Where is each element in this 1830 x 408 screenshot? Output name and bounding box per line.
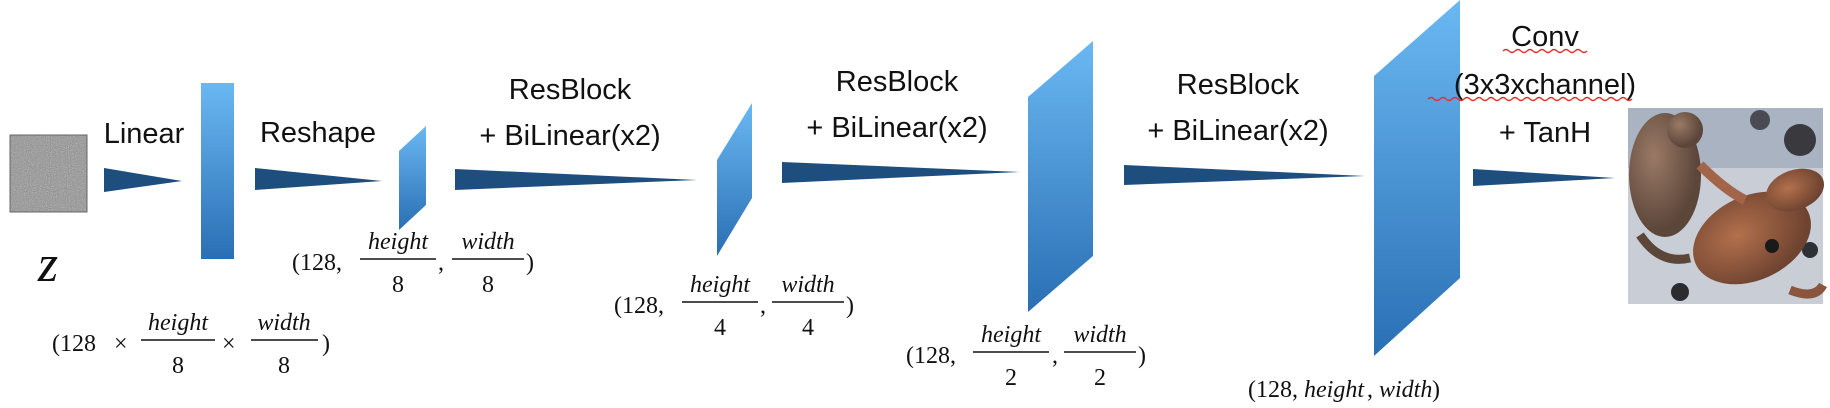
svg-text:8: 8 bbox=[482, 272, 494, 298]
svg-text:width: width bbox=[1073, 322, 1126, 348]
svg-text:): ) bbox=[1432, 377, 1440, 403]
svg-text:width: width bbox=[257, 310, 310, 336]
shape-label-4: (128, height 4 , width 4 ) bbox=[614, 272, 854, 341]
svg-text:×: × bbox=[114, 331, 128, 357]
op-label-resblock-1-line1: ResBlock bbox=[509, 74, 632, 106]
svg-text:8: 8 bbox=[278, 353, 290, 379]
op-label-reshape: Reshape bbox=[260, 117, 376, 149]
svg-text:2: 2 bbox=[1005, 365, 1017, 391]
op-label-conv-line3: + TanH bbox=[1499, 117, 1591, 149]
arrow-resblock-1 bbox=[455, 169, 697, 190]
shape-label-2: (128, height 2 , width 2 ) bbox=[906, 322, 1146, 391]
svg-text:height: height bbox=[1304, 377, 1365, 403]
svg-text:height: height bbox=[981, 322, 1042, 348]
arrow-conv bbox=[1473, 169, 1615, 186]
svg-text:height: height bbox=[690, 272, 751, 298]
svg-text:): ) bbox=[526, 250, 534, 276]
feature-map-4 bbox=[717, 103, 752, 256]
linear-feature-block bbox=[201, 83, 234, 259]
shape-label-full: (128, height , width ) bbox=[1248, 377, 1440, 403]
arrow-resblock-2 bbox=[782, 162, 1020, 183]
latent-z-label: z bbox=[37, 236, 58, 293]
svg-text:×: × bbox=[222, 331, 236, 357]
feature-map-8 bbox=[399, 126, 426, 230]
svg-text:): ) bbox=[1138, 343, 1146, 369]
svg-text:height: height bbox=[148, 310, 209, 336]
feature-map-2 bbox=[1028, 41, 1093, 312]
svg-text:2: 2 bbox=[1094, 365, 1106, 391]
arrow-reshape bbox=[255, 168, 382, 190]
noise-input-image bbox=[9, 134, 88, 213]
spellcheck-underline-conv bbox=[1502, 48, 1588, 54]
svg-text:): ) bbox=[322, 331, 330, 357]
svg-text:(128,: (128, bbox=[1248, 377, 1298, 403]
op-label-conv-line2: (3x3xchannel) bbox=[1454, 69, 1636, 101]
svg-text:4: 4 bbox=[714, 315, 726, 341]
op-label-linear: Linear bbox=[104, 118, 185, 150]
op-label-resblock-2-line2: + BiLinear(x2) bbox=[806, 112, 987, 144]
shape-label-flat: (128 × height 8 × width 8 ) bbox=[52, 310, 330, 379]
svg-text:,: , bbox=[760, 293, 766, 319]
shape-label-8: (128, height 8 , width 8 ) bbox=[292, 229, 534, 298]
spellcheck-underline-kernel bbox=[1427, 96, 1633, 102]
svg-text:(128: (128 bbox=[52, 331, 96, 357]
op-label-resblock-2-line1: ResBlock bbox=[836, 66, 959, 98]
svg-text:8: 8 bbox=[392, 272, 404, 298]
svg-text:8: 8 bbox=[172, 353, 184, 379]
svg-text:width: width bbox=[781, 272, 834, 298]
generated-output-image bbox=[1628, 108, 1827, 304]
op-label-resblock-1-line2: + BiLinear(x2) bbox=[479, 120, 660, 152]
svg-text:,: , bbox=[438, 250, 444, 276]
svg-text:(128,: (128, bbox=[906, 343, 956, 369]
op-label-conv-line1: Conv bbox=[1511, 21, 1579, 53]
svg-text:4: 4 bbox=[802, 315, 814, 341]
svg-text:): ) bbox=[846, 293, 854, 319]
svg-text:(128,: (128, bbox=[614, 293, 664, 319]
svg-text:,: , bbox=[1367, 377, 1373, 403]
arrow-resblock-3 bbox=[1124, 165, 1365, 185]
svg-text:,: , bbox=[1052, 343, 1058, 369]
arrow-linear bbox=[104, 168, 182, 192]
svg-text:width: width bbox=[461, 229, 514, 255]
op-label-resblock-3-line1: ResBlock bbox=[1177, 69, 1300, 101]
op-label-resblock-3-line2: + BiLinear(x2) bbox=[1147, 115, 1328, 147]
feature-map-full bbox=[1374, 0, 1460, 356]
svg-text:width: width bbox=[1379, 377, 1432, 403]
svg-text:(128,: (128, bbox=[292, 250, 342, 276]
svg-text:height: height bbox=[368, 229, 429, 255]
